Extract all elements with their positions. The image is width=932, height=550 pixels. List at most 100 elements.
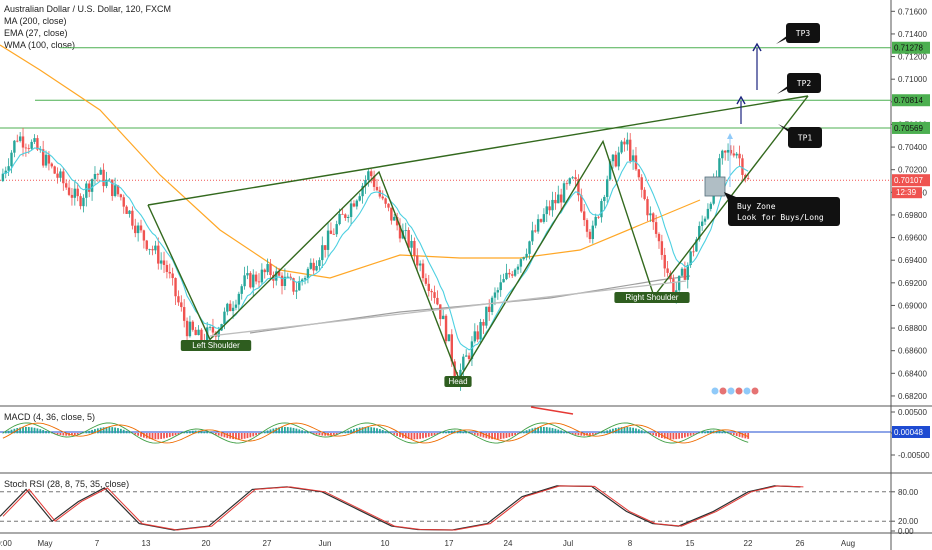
- macd-hist-bar: [577, 433, 580, 436]
- candle-body: [344, 214, 347, 218]
- macd-hist-bar: [304, 431, 306, 434]
- candle-body: [410, 240, 413, 248]
- indicator-wma100[interactable]: WMA (100, close): [4, 40, 76, 50]
- candle-body: [96, 173, 100, 175]
- macd-title[interactable]: MACD (4, 36, close, 5): [4, 412, 96, 422]
- candle-body: [462, 356, 465, 370]
- candle-body: [113, 185, 117, 197]
- macd-hist-bar: [154, 433, 157, 440]
- macd-hist-bar: [166, 433, 168, 438]
- macd-hist-bar: [563, 431, 565, 434]
- candle-body: [119, 194, 123, 198]
- macd-hist-bar: [39, 429, 42, 434]
- candle-body: [125, 206, 128, 214]
- macd-hist-bar: [226, 433, 229, 439]
- macd-hist-bar: [686, 433, 689, 437]
- macd-hist-bar: [658, 433, 660, 438]
- y-tick-label: 0.71400: [898, 30, 927, 39]
- macd-hist-bar: [235, 433, 237, 440]
- candle-body: [50, 163, 53, 167]
- macd-hist-bar: [450, 430, 453, 434]
- candle-body: [252, 274, 255, 288]
- candle-body: [680, 268, 684, 276]
- candle-body: [571, 177, 574, 179]
- macd-hist-bar: [479, 433, 482, 437]
- candle-body: [44, 154, 48, 166]
- countdown-bg: [892, 187, 922, 199]
- candle-body: [726, 149, 730, 153]
- macd-hist-bar: [318, 433, 321, 436]
- macd-hist-bar: [632, 427, 634, 434]
- candle-body: [277, 271, 281, 276]
- candle-body: [672, 278, 675, 298]
- macd-hist-bar: [476, 433, 479, 436]
- macd-hist-bar: [186, 431, 188, 434]
- macd-hist-bar: [681, 433, 683, 439]
- indicator-ma200[interactable]: MA (200, close): [4, 16, 67, 26]
- candle-body: [88, 183, 91, 192]
- tp2-line-label-bg: [892, 94, 930, 107]
- candle-body: [272, 275, 275, 281]
- ma200-line: [249, 275, 691, 334]
- macd-tick-label: -0.00500: [898, 451, 930, 460]
- candle-body: [393, 216, 396, 221]
- candle-body: [473, 331, 477, 342]
- candle-body: [142, 230, 146, 241]
- candle-body: [404, 230, 407, 231]
- candle-body: [335, 224, 338, 235]
- candle-body: [349, 203, 353, 217]
- candle-body: [21, 136, 25, 148]
- macd-hist-bar: [376, 428, 378, 434]
- y-tick-label: 0.69000: [898, 301, 927, 310]
- macd-hist-bar: [232, 433, 234, 440]
- macd-hist-bar: [249, 433, 252, 438]
- candle-body: [499, 282, 502, 291]
- candle-body: [122, 197, 125, 207]
- buy-zone-callout-bg: [728, 197, 840, 226]
- macd-hist-bar: [505, 433, 508, 438]
- stoch-rsi-title[interactable]: Stoch RSI (28, 8, 75, 35, close): [4, 479, 130, 489]
- tp3-callout-bg: [786, 23, 820, 43]
- macd-hist-bar: [347, 430, 350, 434]
- macd-hist-bar: [194, 430, 197, 434]
- candle-body: [631, 155, 635, 162]
- candle-body: [508, 272, 511, 275]
- macd-hist-bar: [364, 426, 367, 434]
- y-tick-label: 0.70400: [898, 143, 927, 152]
- candle-body: [562, 183, 566, 203]
- macd-hist-bar: [62, 433, 65, 436]
- candle-body: [338, 213, 341, 225]
- macd-hist-bar: [675, 433, 678, 440]
- macd-hist-bar: [203, 431, 206, 434]
- candle-body: [329, 230, 333, 234]
- candle-body: [358, 196, 361, 201]
- indicator-ema27[interactable]: EMA (27, close): [4, 28, 68, 38]
- macd-hist-bar: [209, 432, 211, 434]
- candle-body: [735, 153, 738, 156]
- macd-hist-bar: [442, 432, 445, 434]
- candle-body: [709, 203, 712, 209]
- macd-hist-bar: [741, 433, 744, 438]
- candle-body: [551, 199, 554, 211]
- candle-body: [53, 166, 56, 174]
- y-tick-label: 0.69200: [898, 279, 927, 288]
- candle-body: [395, 216, 399, 226]
- candle-body: [7, 166, 10, 171]
- macd-hist-bar: [353, 428, 355, 434]
- macd-hist-bar: [571, 433, 574, 435]
- macd-hist-bar: [689, 433, 692, 436]
- candle-body: [283, 276, 287, 287]
- y-tick-label: 0.70200: [898, 166, 927, 175]
- candle-body: [191, 321, 195, 330]
- candle-body: [421, 263, 425, 279]
- macd-hist-bar: [540, 426, 542, 434]
- candle-body: [246, 273, 249, 276]
- candle-body: [611, 154, 615, 162]
- candle-body: [59, 171, 62, 178]
- macd-hist-bar: [33, 427, 36, 434]
- macd-hist-bar: [307, 432, 309, 434]
- candle-body: [747, 178, 750, 179]
- macd-hist-bar: [91, 429, 93, 434]
- tp3-callout: TP3: [796, 29, 811, 38]
